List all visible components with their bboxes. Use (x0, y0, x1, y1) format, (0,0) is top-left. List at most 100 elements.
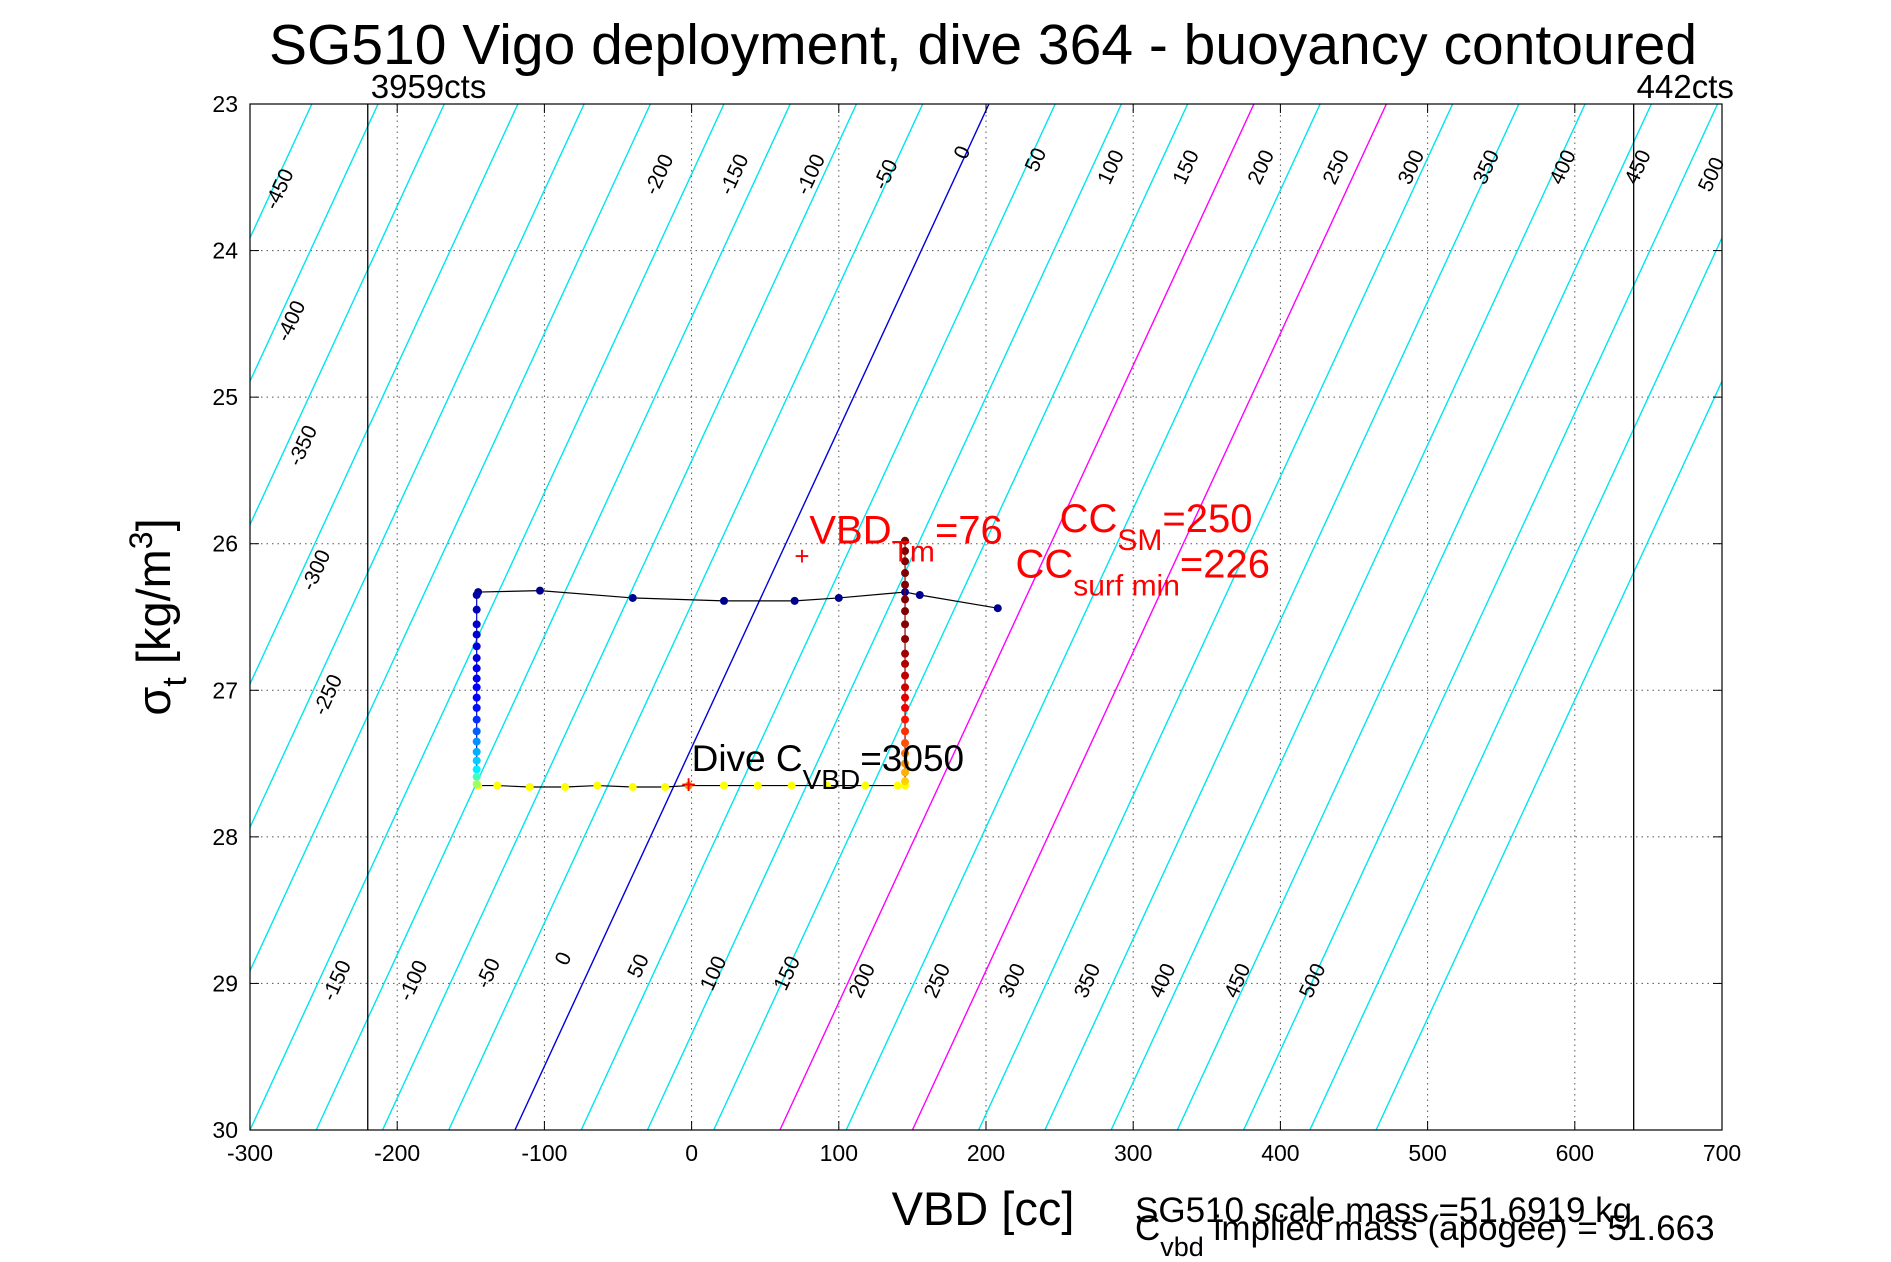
data-point (472, 654, 481, 663)
data-point (472, 772, 481, 781)
data-point (893, 781, 902, 790)
contour-label: 250 (920, 960, 956, 1001)
data-point (901, 557, 910, 566)
data-point (915, 591, 924, 600)
contour-label: 350 (1070, 960, 1106, 1001)
data-point (901, 649, 910, 658)
data-point (472, 683, 481, 692)
contour-label: 450 (1220, 960, 1256, 1001)
data-point (753, 781, 762, 790)
x-tick-label: 300 (1114, 1140, 1152, 1166)
data-point (993, 604, 1002, 613)
contour-line (580, 104, 1056, 1130)
data-point (901, 569, 910, 578)
data-point (493, 781, 502, 790)
data-point (684, 781, 693, 790)
y-tick-label: 26 (212, 531, 238, 557)
contour-label: -200 (640, 151, 679, 199)
grid (250, 104, 1722, 1130)
x-tick-label: 500 (1408, 1140, 1446, 1166)
x-tick-label: 600 (1556, 1140, 1594, 1166)
contour-label: 0 (551, 949, 577, 969)
data-point (719, 781, 728, 790)
data-point (472, 727, 481, 736)
data-point (525, 783, 534, 792)
data-point (472, 605, 481, 614)
contour-label: -50 (869, 156, 903, 193)
y-tick-label: 25 (212, 384, 238, 410)
x-tick-label: -200 (374, 1140, 420, 1166)
contour-label: -300 (297, 546, 336, 594)
data-point (834, 593, 843, 602)
data-point (787, 781, 796, 790)
data-point (561, 783, 570, 792)
contour-line (1044, 104, 1520, 1130)
contour-label: 250 (1319, 147, 1355, 188)
vbd-limit-label: 442cts (1637, 68, 1734, 105)
annotations: VBDTm=76 CCSM=250 CCsurf min=226 Dive CV… (692, 497, 1270, 795)
contour-line (646, 104, 1123, 1130)
data-point (628, 593, 637, 602)
contour-line (250, 104, 445, 527)
data-point (472, 664, 481, 673)
contour-line (779, 104, 1255, 1130)
contour-line (448, 104, 924, 1130)
data-point (901, 703, 910, 712)
data-point (901, 659, 910, 668)
data-point (823, 781, 832, 790)
contour-label: -50 (472, 955, 506, 992)
data-point (472, 780, 481, 789)
data-point (472, 591, 481, 600)
annotation-vbd-tm: VBDTm=76 (809, 509, 1002, 569)
contour-line (713, 104, 1189, 1130)
contour-line (978, 104, 1454, 1130)
contour-label: 200 (845, 960, 881, 1001)
contour-line (514, 104, 990, 1130)
data-point (719, 596, 728, 605)
data-point (472, 737, 481, 746)
contour-line (250, 104, 519, 686)
data-point (901, 715, 910, 724)
data-point (628, 783, 637, 792)
contour-label: 400 (1545, 147, 1581, 188)
x-tick-label: 700 (1703, 1140, 1741, 1166)
data-point (901, 768, 910, 777)
x-tick-label: 0 (685, 1140, 698, 1166)
markers: ++ (681, 541, 810, 800)
contour-labels: -450-400-350-300-250-200 -150 -100 -500 50 10… (260, 142, 1729, 1004)
data-point (472, 693, 481, 702)
data-point (472, 703, 481, 712)
plus-marker: + (794, 541, 809, 571)
x-tick-label: 400 (1261, 1140, 1299, 1166)
data-point (472, 630, 481, 639)
data-point (901, 683, 910, 692)
contour-label: 500 (1295, 960, 1331, 1001)
data-point (901, 595, 910, 604)
contour-label: 450 (1620, 147, 1656, 188)
data-point (472, 620, 481, 629)
contour-line (1309, 236, 1722, 1130)
contour-label: 0 (950, 142, 976, 162)
data-point (901, 759, 910, 768)
contour-label: 50 (623, 951, 654, 982)
x-tick-label: -100 (521, 1140, 567, 1166)
data-point (901, 739, 910, 748)
contour-label: -400 (272, 297, 311, 345)
contour-label: 200 (1243, 147, 1279, 188)
x-axis-label: VBD [cc] (892, 1182, 1075, 1235)
data-point (472, 765, 481, 774)
annotation-cc-sm: CCSM=250 (1060, 497, 1253, 557)
contour-label: -350 (284, 422, 323, 470)
contour-label: 500 (1694, 154, 1730, 195)
data-point (901, 693, 910, 702)
contour-label: -150 (318, 957, 357, 1005)
contour-line (1176, 104, 1652, 1130)
data-point (901, 620, 910, 629)
axis-ticks: -300 -200 -100 0 100 200 300 400 500 600 700232425… (212, 91, 1741, 1166)
contour-label: 400 (1145, 960, 1181, 1001)
y-tick-label: 30 (212, 1117, 238, 1143)
contour-label: -150 (715, 151, 754, 199)
data-point (901, 607, 910, 616)
data-point (535, 586, 544, 595)
